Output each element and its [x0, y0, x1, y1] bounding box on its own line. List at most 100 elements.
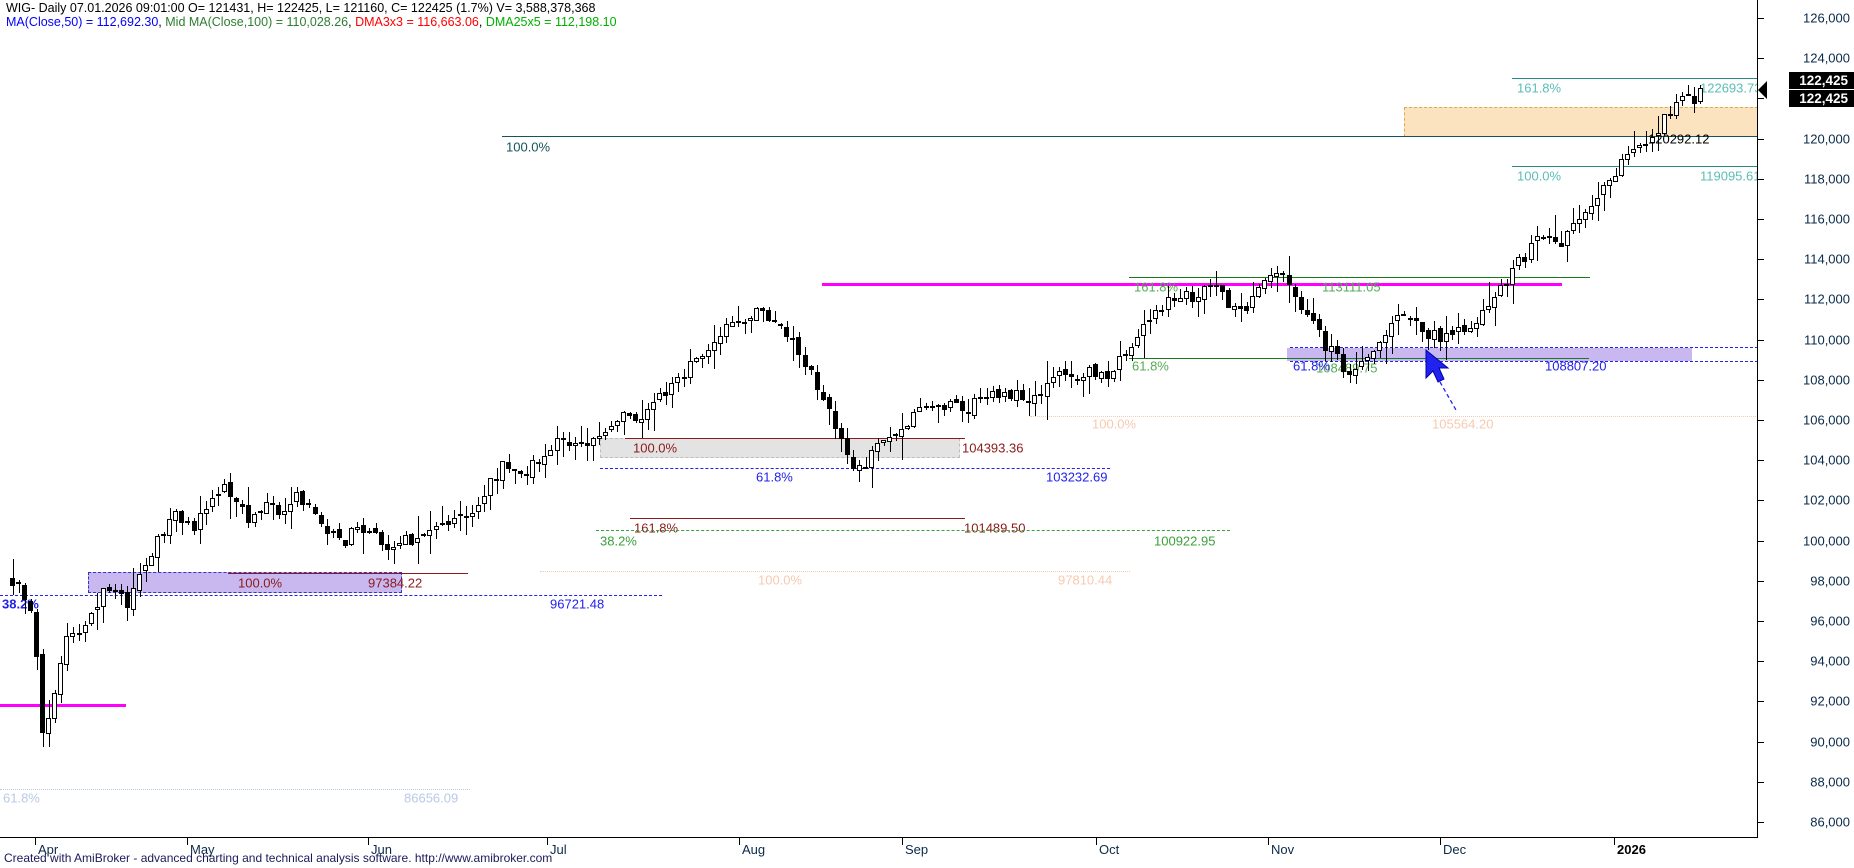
price-tick-label: 110,000: [1803, 332, 1850, 348]
date-tick-mark: [35, 838, 36, 845]
fib-val-96721: 96721.48: [550, 596, 605, 612]
candle-body: [936, 405, 941, 408]
candle-wick: [1083, 372, 1084, 398]
candle-body: [555, 438, 560, 451]
date-tick-mark: [1440, 838, 1441, 845]
candle-body: [942, 404, 947, 411]
candle-body: [1190, 292, 1195, 303]
candle-body: [1341, 354, 1346, 372]
candle-body: [228, 481, 233, 498]
candle-wick: [1616, 168, 1617, 183]
price-tick-label: 116,000: [1803, 211, 1850, 227]
candle-body: [10, 578, 15, 586]
purple-highlight-band-upper: [1287, 348, 1692, 361]
candle-body: [1553, 237, 1558, 242]
price-tick-mark: [1758, 580, 1764, 582]
candle-wick: [1386, 329, 1387, 365]
candle-wick: [1089, 365, 1090, 395]
candle-body: [222, 483, 227, 493]
fib-line-108807-top: [1290, 347, 1758, 348]
price-axis[interactable]: 126,000124,000122,000120,000118,000116,0…: [1758, 0, 1854, 838]
last-price-badge-bottom[interactable]: 122,425: [1789, 89, 1854, 107]
candle-body: [845, 438, 850, 456]
candle-body: [179, 511, 184, 524]
candle-body: [1510, 267, 1515, 285]
candle-body: [373, 528, 378, 533]
candle-body: [579, 441, 584, 444]
date-tick-label: Sep: [905, 842, 929, 857]
last-price-badge-top[interactable]: 122,425: [1789, 71, 1854, 89]
candle-body: [488, 478, 493, 496]
candle-body: [887, 436, 892, 442]
faded-fib-pct-97810: 100.0%: [758, 572, 803, 588]
candle-body: [343, 539, 348, 547]
candle-body: [198, 512, 203, 531]
candle-body: [440, 523, 445, 526]
candle-body: [415, 537, 420, 543]
fib-line-100922: [596, 530, 1230, 531]
candle-body: [294, 491, 299, 503]
fib-val-120292: 120292.12: [1648, 131, 1710, 147]
candle-wick: [164, 531, 165, 544]
price-tick-label: 90,000: [1810, 734, 1850, 750]
price-tick-mark: [1758, 701, 1764, 703]
candle-wick: [866, 456, 867, 469]
candle-body: [591, 437, 596, 447]
date-axis[interactable]: Apr May Jun Jul Aug Sep Oct Nov Dec 2026: [0, 838, 1758, 860]
candle-wick: [1222, 285, 1223, 301]
candle-body: [1401, 314, 1406, 317]
candle-wick: [1537, 225, 1538, 262]
candle-body: [1123, 354, 1128, 357]
candle-body: [167, 519, 172, 536]
candle-body: [911, 412, 916, 427]
candle-body: [1159, 309, 1164, 312]
candle-body: [1220, 285, 1225, 292]
candle-body: [1389, 323, 1394, 338]
candle-wick: [79, 624, 80, 641]
candle-wick: [1216, 270, 1217, 296]
candle-wick: [980, 388, 981, 404]
candle-body: [1432, 329, 1437, 340]
candle-body: [863, 467, 868, 470]
candle-body: [682, 376, 687, 379]
candle-body: [1692, 95, 1697, 105]
candle-body: [960, 400, 965, 411]
candle-body: [1547, 235, 1552, 238]
faded-fib-pct-105564: 100.0%: [1092, 416, 1137, 432]
candle-body: [58, 663, 63, 695]
candle-body: [1202, 286, 1207, 300]
candle-body: [1420, 322, 1425, 333]
candle-body: [1008, 390, 1013, 399]
candle-body: [1426, 330, 1431, 339]
price-tick-label: 112,000: [1803, 291, 1850, 307]
candle-wick: [1404, 311, 1405, 317]
candle-body: [1498, 284, 1503, 296]
candle-body: [270, 503, 275, 506]
candle-body: [1075, 378, 1080, 381]
candle-body: [1541, 237, 1546, 240]
candle-body: [1583, 211, 1588, 221]
candle-wick: [121, 583, 122, 606]
candle-body: [1347, 370, 1352, 376]
candle-wick: [218, 487, 219, 506]
candle-wick: [97, 592, 98, 630]
candle-body: [246, 505, 251, 524]
candle-body: [264, 501, 269, 514]
fib-line-97384: [228, 573, 468, 574]
candle-wick: [1295, 284, 1296, 313]
candle-body: [1450, 330, 1455, 335]
candle-body: [1153, 309, 1158, 319]
candle-body: [530, 460, 535, 479]
candle-body: [34, 611, 39, 657]
dma3x3-legend: DMA3x3 = 116,663.06: [355, 15, 479, 29]
candle-body: [325, 525, 330, 534]
candle-wick: [273, 496, 274, 520]
candle-body: [1522, 257, 1527, 263]
price-tick-label: 96,000: [1810, 613, 1850, 629]
candle-body: [567, 441, 572, 446]
candle-body: [639, 418, 644, 423]
candle-body: [204, 509, 209, 514]
candle-wick: [738, 306, 739, 327]
price-plot-area[interactable]: 100.0% 105564.20 100.0% 97810.44 61.8% 8…: [0, 0, 1758, 838]
faded-fib-val-105564: 105564.20: [1432, 416, 1494, 432]
